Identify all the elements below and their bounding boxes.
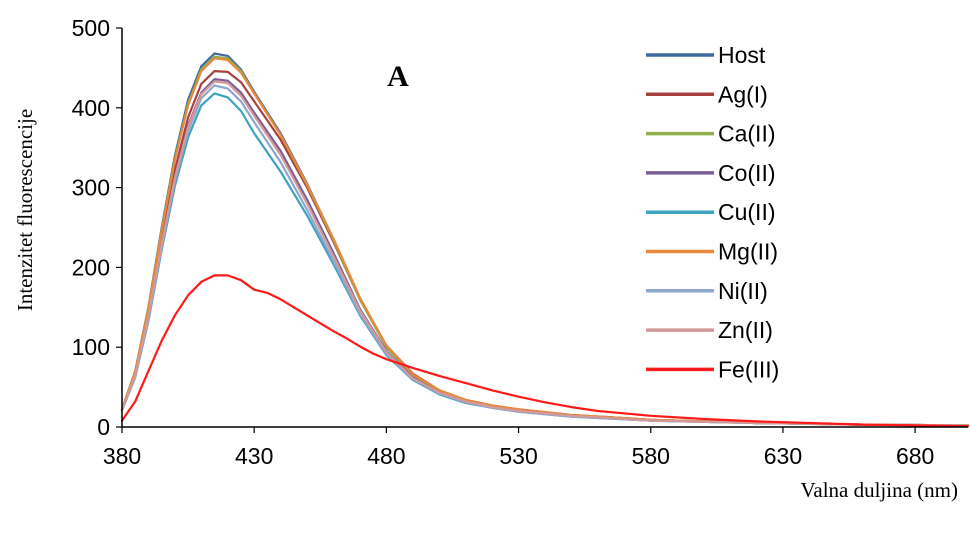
legend-label-4: Cu(II): [718, 199, 776, 225]
x-tick-label: 380: [103, 443, 141, 469]
legend-label-8: Fe(III): [718, 356, 779, 382]
legend-label-6: Ni(II): [718, 278, 768, 304]
y-tick-label: 200: [72, 254, 110, 280]
x-tick-label: 430: [235, 443, 273, 469]
legend-label-3: Co(II): [718, 160, 776, 186]
series-line-3: [120, 77, 970, 427]
series-line-7: [120, 80, 970, 427]
series-line-6: [120, 84, 970, 427]
x-tick-label: 480: [367, 443, 405, 469]
panel-label: A: [387, 60, 409, 93]
y-tick-label: 300: [72, 175, 110, 201]
y-tick-label: 400: [72, 95, 110, 121]
y-tick-label: 100: [72, 334, 110, 360]
x-tick-label: 530: [499, 443, 537, 469]
series-line-4: [120, 92, 970, 427]
y-tick-label: 0: [97, 414, 110, 440]
legend-label-0: Host: [718, 42, 766, 68]
y-axis-title: Intenzitet fluorescencije: [13, 109, 37, 311]
legend: Host Ag(I) Ca(II) Co(II) Cu(II) Mg(II) Ni(II) Z…: [646, 42, 779, 382]
legend-label-2: Ca(II): [718, 121, 776, 147]
series-lines: [120, 52, 970, 428]
x-tick-label: 680: [896, 443, 934, 469]
x-tick-label: 580: [632, 443, 670, 469]
y-axis-ticks: 0 100 200 300 400 500: [72, 15, 122, 440]
x-axis-title: Valna duljina (nm): [801, 478, 958, 502]
legend-label-7: Zn(II): [718, 317, 773, 343]
x-tick-label: 630: [764, 443, 802, 469]
legend-label-5: Mg(II): [718, 239, 778, 265]
x-axis-ticks: 380 430 480 530 580 630 680: [103, 427, 934, 469]
series-line-8: [120, 274, 970, 428]
legend-label-1: Ag(I): [718, 81, 768, 107]
y-tick-label: 500: [72, 15, 110, 41]
